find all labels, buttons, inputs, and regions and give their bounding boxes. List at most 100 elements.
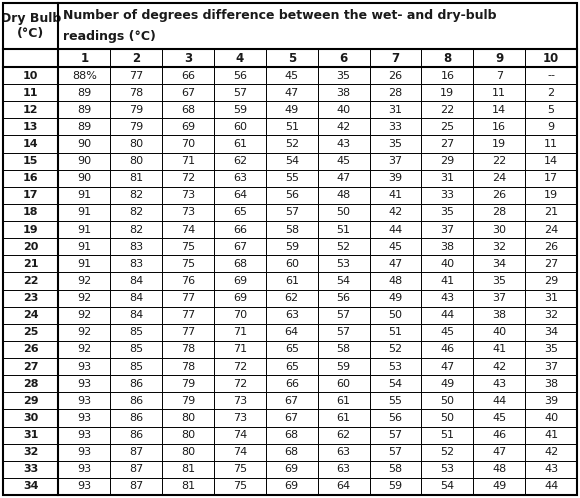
Text: 3: 3 [184, 52, 192, 65]
Text: 49: 49 [440, 378, 455, 389]
Bar [422, 324, 473, 341]
Text: 34: 34 [544, 327, 558, 337]
Text: 72: 72 [181, 173, 195, 183]
Bar [162, 152, 214, 170]
Text: 75: 75 [233, 464, 247, 474]
Bar [422, 255, 473, 272]
Bar [59, 375, 110, 392]
Bar [59, 170, 110, 187]
Bar [3, 324, 59, 341]
Text: readings (°C): readings (°C) [63, 30, 157, 43]
Bar [59, 204, 110, 221]
Text: 37: 37 [389, 156, 403, 166]
Bar [266, 84, 318, 101]
Text: 50: 50 [440, 396, 454, 406]
Text: 80: 80 [129, 156, 143, 166]
Bar [162, 358, 214, 375]
Text: 42: 42 [544, 447, 558, 457]
Text: 68: 68 [285, 430, 299, 440]
Text: 47: 47 [440, 362, 455, 372]
Text: 57: 57 [336, 327, 351, 337]
Text: 41: 41 [544, 430, 558, 440]
Bar [473, 307, 525, 324]
Text: 58: 58 [389, 464, 403, 474]
Text: 83: 83 [129, 242, 143, 251]
Text: 71: 71 [233, 327, 247, 337]
Bar [369, 307, 422, 324]
Text: 53: 53 [336, 259, 351, 269]
Bar [318, 135, 369, 152]
Bar [525, 170, 577, 187]
Bar [318, 272, 369, 289]
Bar [525, 101, 577, 119]
Bar [266, 289, 318, 307]
Text: 40: 40 [440, 259, 454, 269]
Bar [422, 478, 473, 495]
Text: 87: 87 [129, 464, 143, 474]
Text: 49: 49 [492, 482, 506, 492]
Text: 2: 2 [548, 88, 554, 98]
Text: 51: 51 [440, 430, 454, 440]
Bar [3, 272, 59, 289]
Bar [473, 341, 525, 358]
Text: 25: 25 [23, 327, 38, 337]
Text: 62: 62 [233, 156, 247, 166]
Text: 86: 86 [129, 430, 143, 440]
Text: 26: 26 [389, 71, 403, 81]
Text: 78: 78 [181, 345, 195, 355]
Bar [369, 461, 422, 478]
Text: 32: 32 [23, 447, 38, 457]
Text: 29: 29 [440, 156, 455, 166]
Text: 60: 60 [285, 259, 299, 269]
Bar [3, 3, 59, 49]
Text: 87: 87 [129, 482, 143, 492]
Text: 84: 84 [129, 310, 143, 320]
Bar [473, 152, 525, 170]
Bar [266, 358, 318, 375]
Bar [110, 358, 162, 375]
Text: 54: 54 [440, 482, 454, 492]
Text: 37: 37 [544, 362, 558, 372]
Text: 74: 74 [181, 225, 195, 235]
Bar [369, 119, 422, 135]
Bar [214, 67, 266, 84]
Text: 54: 54 [389, 378, 403, 389]
Bar [369, 135, 422, 152]
Bar [525, 49, 577, 67]
Text: 38: 38 [492, 310, 506, 320]
Text: 90: 90 [77, 156, 92, 166]
Bar [318, 67, 369, 84]
Bar [318, 152, 369, 170]
Text: 68: 68 [233, 259, 247, 269]
Text: 52: 52 [389, 345, 403, 355]
Text: 7: 7 [496, 71, 503, 81]
Text: 20: 20 [23, 242, 38, 251]
Text: 42: 42 [336, 122, 351, 132]
Bar [369, 221, 422, 238]
Text: 35: 35 [336, 71, 351, 81]
Text: 51: 51 [285, 122, 299, 132]
Bar [473, 84, 525, 101]
Text: 75: 75 [181, 259, 195, 269]
Bar [266, 152, 318, 170]
Bar [473, 478, 525, 495]
Text: 91: 91 [77, 225, 92, 235]
Text: 69: 69 [285, 482, 299, 492]
Text: 19: 19 [544, 190, 558, 200]
Text: 27: 27 [440, 139, 455, 149]
Text: 35: 35 [544, 345, 558, 355]
Bar [59, 187, 110, 204]
Bar [214, 307, 266, 324]
Text: 26: 26 [544, 242, 558, 251]
Text: 70: 70 [233, 310, 247, 320]
Text: 45: 45 [389, 242, 403, 251]
Text: 44: 44 [440, 310, 455, 320]
Bar [214, 221, 266, 238]
Bar [214, 255, 266, 272]
Bar [473, 238, 525, 255]
Text: Dry Bulb
(°C): Dry Bulb (°C) [1, 12, 61, 40]
Bar [266, 444, 318, 461]
Text: 65: 65 [285, 362, 299, 372]
Text: 80: 80 [181, 447, 195, 457]
Text: 69: 69 [285, 464, 299, 474]
